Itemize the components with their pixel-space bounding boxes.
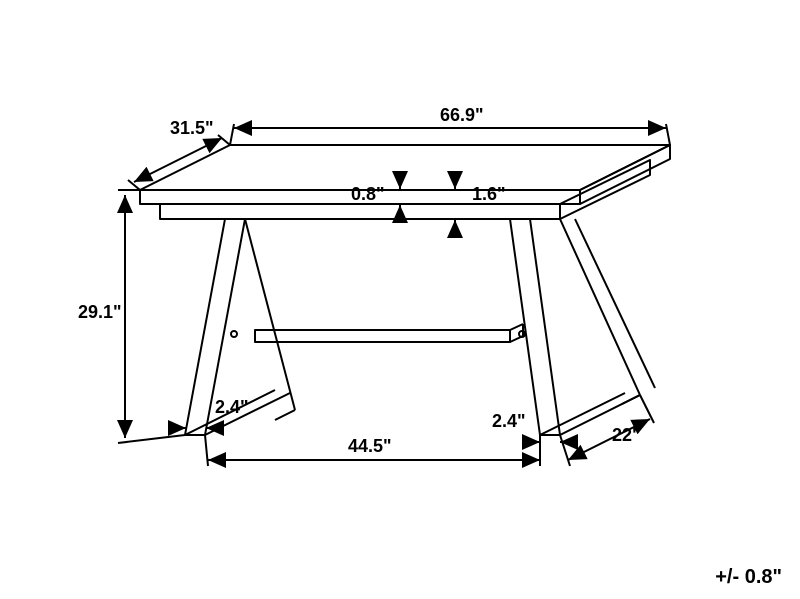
table-legs: [185, 219, 655, 435]
dim-leg-width-left: 2.4": [215, 397, 249, 418]
dimension-lines: [118, 124, 670, 466]
dim-top-thickness: 0.8": [351, 184, 385, 205]
furniture-line-drawing: [0, 0, 800, 599]
dim-leg-width-right: 2.4": [492, 411, 526, 432]
dim-depth: 31.5": [170, 118, 214, 139]
table-top: [140, 145, 670, 219]
dim-height: 29.1": [78, 302, 122, 323]
dim-leg-span: 44.5": [348, 436, 392, 457]
drawing-canvas: 31.5" 66.9" 0.8" 1.6" 29.1" 2.4" 2.4" 44…: [0, 0, 800, 599]
dim-base-depth: 22": [612, 425, 641, 446]
dim-apron-thickness: 1.6": [472, 184, 506, 205]
tolerance-note: +/- 0.8": [715, 566, 782, 589]
dim-length: 66.9": [440, 105, 484, 126]
